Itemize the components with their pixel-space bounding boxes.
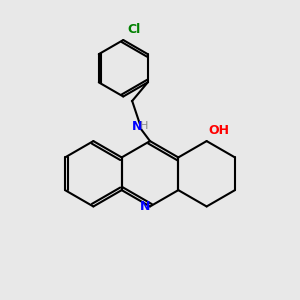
Text: N: N bbox=[131, 120, 142, 133]
Text: N: N bbox=[140, 200, 150, 213]
Text: OH: OH bbox=[208, 124, 229, 136]
Text: Cl: Cl bbox=[128, 23, 141, 37]
Text: H: H bbox=[140, 121, 148, 131]
